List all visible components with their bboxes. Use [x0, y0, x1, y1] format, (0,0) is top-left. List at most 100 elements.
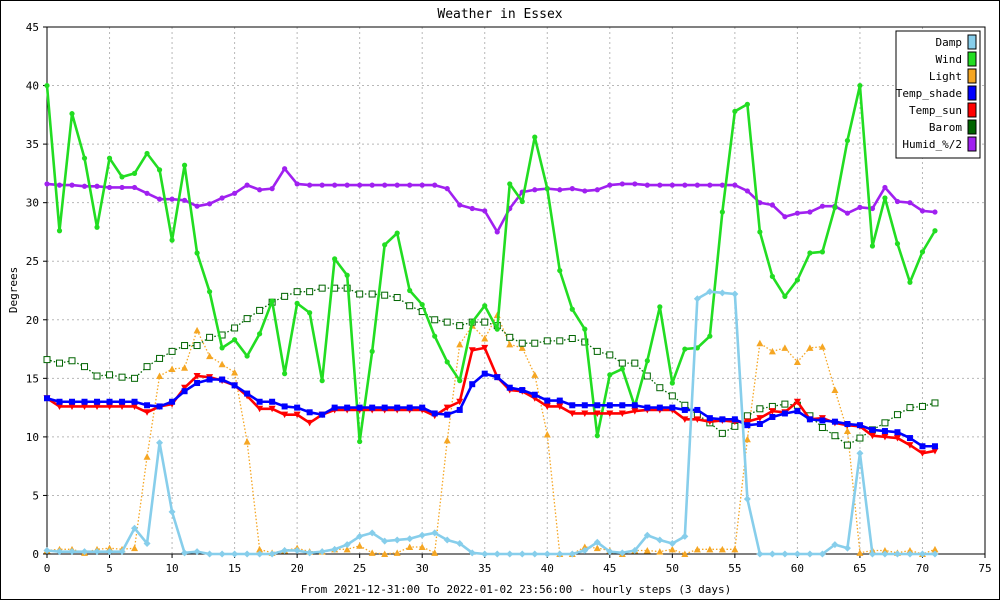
point-light	[193, 326, 201, 334]
point-barom	[893, 411, 901, 419]
point-temp-shade	[281, 403, 288, 410]
point-humid-2	[432, 182, 438, 188]
point-wind	[794, 277, 801, 283]
point-temp-shade	[94, 398, 101, 405]
point-wind	[344, 272, 350, 278]
point-light	[856, 549, 864, 556]
point-humid-2	[844, 210, 851, 216]
point-damp	[281, 546, 289, 554]
point-temp-sun	[693, 416, 701, 423]
point-wind	[869, 243, 876, 249]
point-wind	[782, 293, 788, 299]
point-wind	[294, 300, 300, 306]
point-wind	[494, 326, 500, 332]
point-damp	[918, 550, 926, 558]
point-light	[806, 344, 814, 351]
point-humid-2	[657, 182, 663, 188]
point-wind	[894, 241, 901, 247]
point-temp-sun	[606, 410, 614, 417]
point-light	[443, 436, 451, 444]
point-damp	[56, 548, 64, 556]
point-light	[793, 358, 801, 365]
point-humid-2	[332, 182, 338, 188]
point-damp	[506, 550, 514, 558]
series-barom	[43, 284, 939, 449]
point-temp-shade	[169, 398, 176, 405]
point-humid-2	[932, 209, 938, 215]
point-damp	[868, 550, 876, 558]
point-temp-sun	[593, 410, 601, 417]
x-tick-label: 5	[106, 562, 113, 575]
point-wind	[594, 433, 600, 439]
point-humid-2	[607, 182, 613, 188]
point-wind	[444, 359, 450, 365]
point-temp-sun	[918, 450, 926, 457]
point-light	[506, 340, 514, 348]
point-wind	[81, 155, 88, 161]
point-light	[218, 360, 226, 368]
point-barom	[456, 322, 464, 330]
point-barom	[356, 290, 364, 298]
point-temp-sun	[681, 416, 689, 423]
point-damp	[343, 541, 351, 549]
point-light	[406, 543, 414, 550]
point-humid-2	[482, 208, 488, 214]
point-barom	[818, 424, 826, 432]
x-tick-label: 20	[291, 562, 304, 575]
point-temp-shade	[556, 397, 563, 404]
point-damp	[43, 546, 51, 554]
point-humid-2	[869, 205, 876, 212]
point-light	[931, 545, 939, 553]
point-temp-sun	[68, 403, 76, 410]
x-tick-label: 70	[916, 562, 929, 575]
point-wind	[844, 137, 851, 144]
point-damp	[743, 495, 751, 503]
y-tick-label: 0	[32, 548, 39, 561]
point-light	[718, 545, 726, 553]
point-humid-2	[794, 210, 801, 216]
point-barom	[918, 402, 926, 410]
point-wind	[56, 228, 63, 234]
chart-title: Weather in Essex	[437, 7, 562, 22]
x-tick-label: 25	[353, 562, 366, 575]
point-temp-shade	[894, 429, 901, 436]
point-damp	[581, 546, 589, 554]
point-light	[231, 368, 239, 376]
point-damp	[693, 295, 701, 303]
point-light	[356, 542, 364, 549]
point-temp-shade	[294, 404, 301, 411]
point-humid-2	[682, 182, 688, 188]
point-humid-2	[156, 196, 163, 202]
point-temp-shade	[656, 404, 663, 411]
point-damp	[493, 550, 501, 558]
point-humid-2	[257, 187, 263, 193]
point-temp-shade	[769, 413, 776, 420]
point-temp-shade	[881, 428, 888, 435]
point-humid-2	[469, 205, 475, 212]
point-damp	[381, 537, 389, 545]
point-temp-shade	[756, 421, 763, 428]
series-humid-2	[44, 166, 938, 235]
point-light	[768, 347, 776, 355]
point-barom	[81, 363, 89, 371]
point-barom	[531, 339, 539, 347]
point-wind	[432, 333, 438, 339]
point-wind	[119, 174, 125, 180]
point-humid-2	[119, 184, 125, 191]
point-temp-shade	[869, 426, 876, 433]
point-humid-2	[919, 208, 926, 214]
point-humid-2	[307, 182, 313, 188]
point-humid-2	[419, 182, 425, 188]
point-temp-shade	[619, 402, 626, 409]
point-barom	[506, 333, 514, 341]
point-wind	[582, 326, 588, 332]
point-damp	[431, 529, 439, 537]
point-barom	[593, 347, 601, 355]
point-temp-shade	[856, 422, 863, 429]
x-tick-label: 0	[44, 562, 51, 575]
x-tick-label: 10	[165, 562, 178, 575]
point-barom	[168, 347, 176, 355]
point-light	[368, 549, 376, 556]
point-temp-shade	[131, 398, 138, 405]
